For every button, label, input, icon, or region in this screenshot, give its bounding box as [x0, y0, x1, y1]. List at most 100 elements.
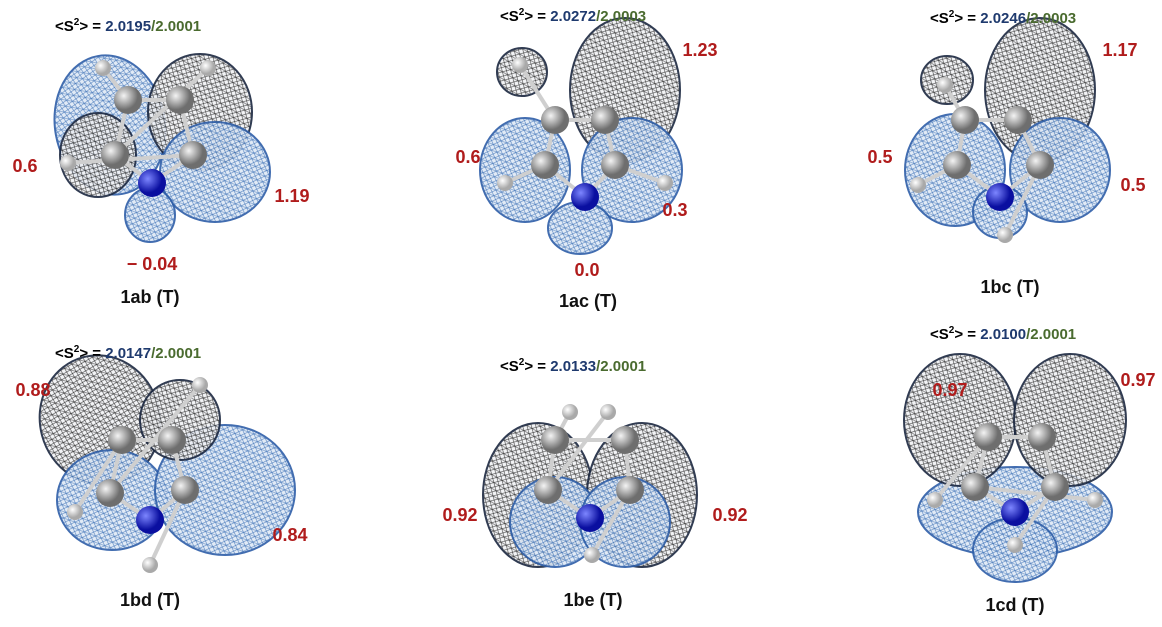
s2-value-2: 2.0003 [600, 8, 646, 25]
panel: <S2> = 2.0133/2.0001 0.92 0.92 1be (T) [442, 357, 747, 610]
s2-value-1: 2.0195 [105, 18, 151, 35]
nitrogen-atom [138, 169, 166, 197]
carbon-atom [171, 476, 199, 504]
carbon-atom [1026, 151, 1054, 179]
s2-open: <S [500, 8, 519, 25]
s2-open: <S [930, 326, 949, 343]
hydrogen-atom [192, 377, 208, 393]
spin-density-lobe-blue [160, 122, 270, 222]
nitrogen-atom [571, 183, 599, 211]
s2-value-2: 2.0003 [1030, 10, 1076, 27]
carbon-atom [616, 476, 644, 504]
s2-label: <S2> = 2.0133/2.0001 [500, 357, 646, 375]
carbon-atom [541, 106, 569, 134]
s2-close: > = [954, 326, 980, 343]
s2-value-1: 2.0100 [980, 326, 1026, 343]
carbon-atom [943, 151, 971, 179]
molecule [483, 404, 697, 567]
hydrogen-atom [584, 547, 600, 563]
spin-density-lobe [1014, 354, 1126, 486]
molecule [44, 47, 270, 242]
s2-value-1: 2.0147 [105, 345, 151, 362]
hydrogen-atom [1007, 537, 1023, 553]
s2-close: > = [79, 18, 105, 35]
carbon-atom [1004, 106, 1032, 134]
spin-label: 1.19 [274, 186, 309, 206]
carbon-atom [96, 479, 124, 507]
carbon-atom [974, 423, 1002, 451]
spin-label: 0.6 [455, 147, 480, 167]
spin-label: 0.6 [12, 156, 37, 176]
panel: <S2> = 2.0147/2.00010.880.841bd (T) [15, 342, 307, 610]
s2-value-2: 2.0001 [600, 358, 646, 375]
carbon-atom [158, 426, 186, 454]
s2-close: > = [954, 10, 980, 27]
s2-open: <S [500, 358, 519, 375]
molecule [480, 18, 682, 254]
hydrogen-atom [910, 177, 926, 193]
panel: <S2> = 2.0246/2.0003 1.17 0.5 0.5 1bc (T) [867, 9, 1145, 297]
nitrogen-atom [136, 506, 164, 534]
spin-label: 1.17 [1102, 40, 1137, 60]
carbon-atom [179, 141, 207, 169]
carbon-atom [1041, 473, 1069, 501]
hydrogen-atom [997, 227, 1013, 243]
molecule [905, 18, 1110, 243]
carbon-atom [541, 426, 569, 454]
spin-label: 1.23 [682, 40, 717, 60]
spin-label: 0.97 [1120, 370, 1155, 390]
structure-name: 1cd (T) [985, 595, 1044, 615]
s2-value-1: 2.0246 [980, 10, 1026, 27]
carbon-atom [591, 106, 619, 134]
hydrogen-atom [95, 60, 111, 76]
s2-open: <S [55, 345, 74, 362]
carbon-atom [114, 86, 142, 114]
spin-label: 0.0 [574, 260, 599, 280]
carbon-atom [1028, 423, 1056, 451]
spin-label: 0.84 [272, 525, 307, 545]
hydrogen-atom [927, 492, 943, 508]
spin-label: 0.5 [867, 147, 892, 167]
s2-value-2: 2.0001 [155, 345, 201, 362]
s2-label: <S2> = 2.0100/2.0001 [930, 325, 1076, 343]
carbon-atom [601, 151, 629, 179]
hydrogen-atom [497, 175, 513, 191]
spin-label: − 0.04 [127, 254, 178, 274]
spin-label: 0.5 [1120, 175, 1145, 195]
hydrogen-atom [60, 155, 76, 171]
carbon-atom [534, 476, 562, 504]
carbon-atom [166, 86, 194, 114]
figure: <S2> = 2.0195/2.0001 0.6 1.19 − 0.04 1ab (T)… [0, 0, 1162, 622]
hydrogen-atom [142, 557, 158, 573]
spin-label: 0.88 [15, 380, 50, 400]
structure-name: 1ab (T) [120, 287, 179, 307]
spin-label: 0.3 [662, 200, 687, 220]
structure-name: 1bd (T) [120, 590, 180, 610]
carbon-atom [531, 151, 559, 179]
spin-label: 0.92 [712, 505, 747, 525]
carbon-atom [108, 426, 136, 454]
structure-name: 1bc (T) [980, 277, 1039, 297]
s2-close: > = [79, 345, 105, 362]
s2-label: <S2> = 2.0246/2.0003 [930, 9, 1076, 27]
spin-label: 0.92 [442, 505, 477, 525]
nitrogen-atom [576, 504, 604, 532]
s2-open: <S [55, 18, 74, 35]
carbon-atom [961, 473, 989, 501]
hydrogen-atom [1087, 492, 1103, 508]
nitrogen-atom [1001, 498, 1029, 526]
panel: <S2> = 2.0195/2.0001 0.6 1.19 − 0.04 1ab (T) [12, 17, 309, 307]
s2-open: <S [930, 10, 949, 27]
hydrogen-atom [600, 404, 616, 420]
s2-label: <S2> = 2.0195/2.0001 [55, 17, 201, 35]
hydrogen-atom [67, 504, 83, 520]
s2-value-1: 2.0133 [550, 358, 596, 375]
s2-value-2: 2.0001 [1030, 326, 1076, 343]
spin-density-lobe [904, 354, 1016, 486]
s2-close: > = [524, 358, 550, 375]
hydrogen-atom [562, 404, 578, 420]
nitrogen-atom [986, 183, 1014, 211]
structure-name: 1be (T) [563, 590, 622, 610]
